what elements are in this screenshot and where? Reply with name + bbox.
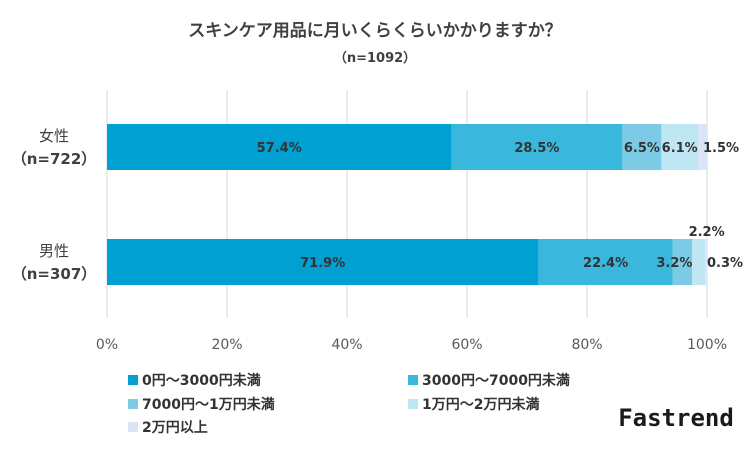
data-label: 6.1% [662, 141, 698, 156]
legend-swatch [408, 375, 418, 385]
bar-segment [692, 239, 706, 285]
data-label: 22.4% [583, 256, 628, 271]
chart-subtitle: （n=1092） [334, 50, 416, 66]
data-label: 57.4% [257, 141, 302, 156]
legend: 0円～3000円未満 3000円～7000円未満 7000円～1万円未満 1万円～2万… [128, 372, 570, 436]
bar-segment [107, 239, 539, 285]
x-tick-label: 60% [451, 337, 482, 353]
x-tick-label: 40% [331, 337, 362, 353]
x-axis-ticks: 0% 20% 40% 60% 80% 100% [96, 337, 727, 353]
bar-segment [672, 239, 692, 285]
chart-title: スキンケア用品に月いくらくらいかかりますか？ [188, 21, 562, 41]
x-tick-label: 100% [687, 337, 727, 353]
data-label: 28.5% [514, 141, 559, 156]
data-label: 1.5% [703, 141, 739, 156]
legend-label: 0円～3000円未満 [142, 372, 261, 389]
bars [107, 124, 707, 285]
brand-logo: Fastrend [618, 404, 734, 432]
legend-label: 2万円以上 [142, 420, 208, 436]
category-n-label: （n=722） [12, 150, 97, 168]
legend-swatch [408, 399, 418, 409]
legend-label: 3000円～7000円未満 [422, 372, 570, 389]
bar-segment [698, 124, 707, 170]
category-n-label: （n=307） [12, 265, 97, 283]
data-labels: 57.4% 28.5% 6.5% 6.1% 1.5% 71.9% 22.4% 3.2% 2.2%… [257, 141, 743, 271]
x-tick-label: 20% [211, 337, 242, 353]
bar-segment [451, 124, 623, 170]
category-labels: 女性 （n=722） 男性 （n=307） [12, 127, 97, 283]
bar-segment [538, 239, 673, 285]
bar-segment [622, 124, 662, 170]
data-label: 71.9% [300, 256, 345, 271]
legend-swatch [128, 399, 138, 409]
bar-segment [661, 124, 698, 170]
data-label: 2.2% [689, 225, 725, 240]
data-label: 6.5% [624, 141, 660, 156]
legend-label: 1万円～2万円未満 [422, 396, 539, 413]
category-label: 女性 [39, 127, 69, 145]
x-tick-label: 0% [96, 337, 118, 353]
legend-label: 7000円～1万円未満 [142, 396, 275, 413]
data-label: 3.2% [656, 256, 692, 271]
category-label: 男性 [39, 242, 69, 260]
bar-segment [107, 124, 452, 170]
legend-swatch [128, 422, 138, 432]
bar-segment [705, 239, 707, 285]
x-tick-label: 80% [571, 337, 602, 353]
legend-swatch [128, 375, 138, 385]
data-label: 0.3% [707, 256, 743, 271]
